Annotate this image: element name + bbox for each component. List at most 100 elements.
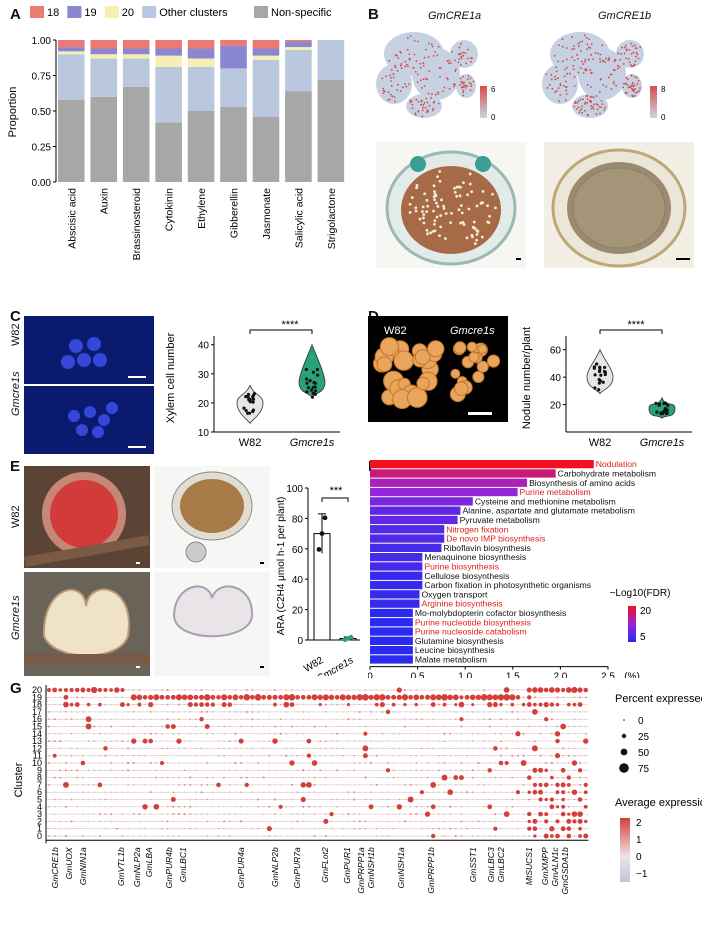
dot [527, 695, 532, 700]
dot [54, 813, 56, 815]
section-cell [475, 238, 479, 242]
dot [291, 806, 293, 808]
dot [268, 769, 271, 772]
dot [132, 783, 135, 786]
dot [47, 754, 51, 757]
xylem-w82-2 [77, 353, 91, 367]
dot [545, 828, 547, 830]
section-cell [459, 204, 463, 207]
dot [81, 783, 84, 786]
dot [540, 718, 541, 720]
dot [348, 711, 349, 713]
dot [539, 762, 542, 764]
dot [466, 755, 468, 757]
dot [144, 747, 146, 749]
dot [308, 689, 310, 691]
umap-cell [431, 93, 433, 96]
umap-cell [388, 59, 391, 62]
umap-cell [616, 64, 619, 67]
dot [262, 733, 265, 735]
dot [290, 798, 293, 801]
dot [353, 718, 356, 721]
dot [387, 805, 389, 808]
ara-point [319, 531, 325, 536]
violin-point [655, 410, 659, 414]
dot [460, 762, 463, 764]
dot [212, 747, 214, 750]
dot [274, 791, 276, 794]
dot [504, 760, 509, 766]
dot [274, 776, 276, 779]
dot [577, 811, 583, 817]
dot [93, 733, 95, 735]
umap-cell [565, 85, 568, 88]
dot [144, 820, 146, 822]
dot [308, 799, 310, 800]
umap2-colorbar [650, 86, 657, 118]
dot [121, 755, 124, 757]
dot [204, 702, 210, 707]
section-cell [434, 194, 438, 198]
umap-cell [581, 105, 583, 108]
dot [362, 694, 369, 701]
dot [443, 732, 446, 735]
umap-cell [610, 73, 613, 76]
dot [181, 694, 188, 701]
dot [133, 704, 135, 706]
dot [223, 740, 225, 742]
dot [506, 740, 508, 742]
dot [87, 769, 90, 771]
dot [268, 718, 271, 721]
gene-label-16: GmPRPP1b [426, 847, 436, 894]
dot [471, 747, 474, 750]
pathway-bar-2 [370, 478, 528, 487]
dot [336, 740, 339, 743]
gene-label-19: GmLBC2 [496, 847, 506, 882]
dot [543, 701, 549, 708]
umap-cell [427, 56, 430, 58]
umap-cell [419, 62, 421, 65]
dot [432, 755, 434, 757]
dot [408, 694, 413, 700]
dot [313, 754, 316, 757]
dot [404, 711, 406, 713]
umap-cell [585, 69, 588, 72]
dot [334, 694, 340, 700]
umap-cell [409, 58, 411, 61]
umap-cell [590, 104, 593, 107]
dot [454, 710, 457, 713]
dot [347, 828, 350, 830]
dot [82, 718, 84, 720]
dot [172, 776, 174, 779]
dot [133, 828, 135, 830]
dot [218, 799, 219, 800]
dot [59, 776, 62, 779]
dot [421, 740, 423, 742]
umap-cell [631, 94, 634, 97]
dot [545, 696, 547, 698]
dot [149, 761, 152, 765]
dot [336, 718, 338, 720]
dot [336, 805, 339, 808]
dot [160, 725, 164, 728]
dot [430, 702, 436, 708]
panel-b-umaps: 6 0 8 0 [376, 32, 666, 122]
dot [48, 791, 50, 793]
dot [503, 687, 510, 693]
dot [364, 827, 367, 830]
umap-cell [419, 67, 422, 69]
dot [523, 689, 525, 691]
dot [477, 813, 480, 815]
dot [189, 835, 191, 837]
umap-cell [458, 58, 461, 60]
umap-cell [586, 48, 588, 51]
dot [492, 694, 499, 701]
dot [568, 769, 570, 771]
dot [573, 711, 576, 713]
dot [59, 835, 62, 837]
dot [54, 696, 56, 698]
panel-c-ylabel: Xylem cell number [165, 332, 177, 423]
umap-cell [559, 84, 562, 87]
dot [183, 769, 186, 772]
violin-point [310, 395, 315, 399]
